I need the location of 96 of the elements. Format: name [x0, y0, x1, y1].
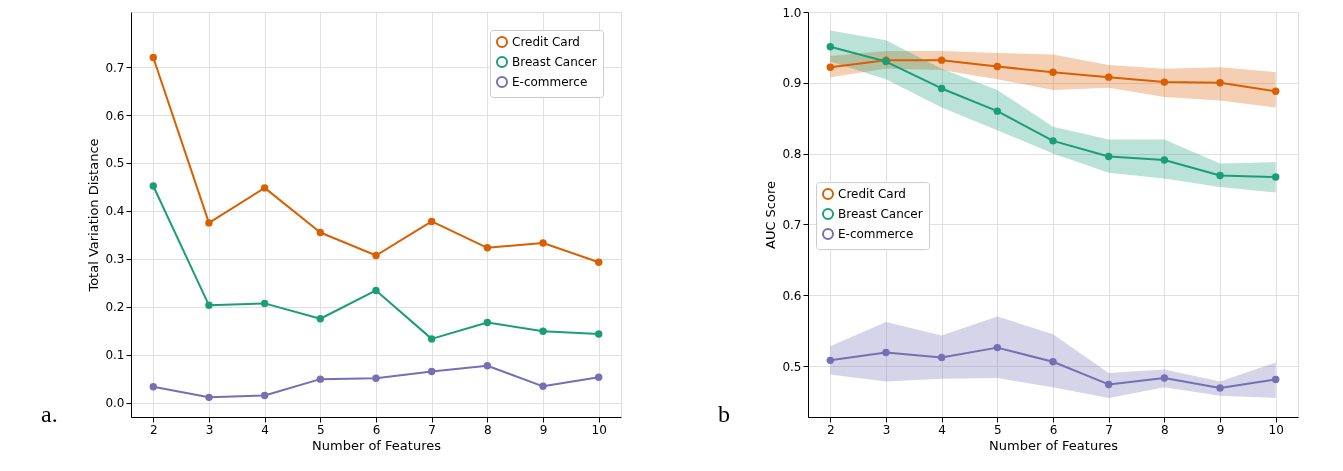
point — [993, 107, 1002, 115]
x-tick-label: 3 — [205, 422, 214, 437]
legend-label: Credit Card — [512, 35, 580, 49]
point — [427, 217, 436, 226]
point — [539, 382, 547, 391]
y-tick-label: 0.8 — [782, 147, 802, 162]
x-tick-label: 6 — [1049, 422, 1058, 437]
point — [993, 343, 1002, 352]
y-axis-title: Total Variation Distance — [86, 138, 102, 293]
point — [372, 286, 380, 295]
point — [260, 184, 269, 192]
y-tick-label: 0.5 — [782, 359, 802, 374]
point — [149, 182, 157, 190]
point — [1272, 173, 1280, 181]
x-tick-label: 5 — [317, 422, 325, 437]
y-tick-label: 0.6 — [782, 288, 802, 303]
x-tick-label: 3 — [882, 422, 891, 437]
point — [826, 356, 834, 365]
point — [1272, 375, 1280, 384]
point — [595, 330, 603, 338]
y-tick-label: 0.7 — [782, 217, 802, 232]
text: a. — [41, 401, 58, 427]
point — [260, 391, 269, 400]
point — [1216, 171, 1224, 180]
x-tick-label: 7 — [428, 422, 436, 437]
point — [1216, 384, 1224, 392]
point — [595, 258, 603, 266]
point — [372, 374, 380, 382]
point — [427, 367, 436, 376]
x-axis-title: Number of Features — [989, 437, 1119, 453]
point — [1160, 78, 1169, 86]
point — [1272, 87, 1280, 95]
point — [149, 53, 157, 62]
x-tick-label: 10 — [1268, 422, 1284, 437]
x-tick-label: 4 — [938, 422, 946, 437]
y-tick-label: 0.6 — [105, 108, 125, 123]
x-tick-label: 5 — [994, 422, 1002, 437]
x-tick-label: 2 — [826, 422, 835, 437]
point — [316, 315, 325, 323]
point — [427, 335, 436, 343]
point — [1160, 374, 1169, 382]
point — [316, 375, 325, 383]
x-tick-label: 8 — [1161, 422, 1169, 437]
y-tick-label: 0.2 — [105, 300, 125, 315]
point — [1049, 137, 1057, 145]
legend-label: E-commerce — [838, 227, 914, 242]
point — [1049, 68, 1057, 76]
point — [1216, 79, 1224, 87]
point — [539, 239, 547, 247]
text: b — [718, 401, 730, 427]
point — [260, 299, 269, 308]
point — [483, 362, 492, 370]
y-tick-label: 1.0 — [782, 5, 802, 20]
point — [937, 84, 946, 93]
point — [993, 62, 1002, 71]
point — [1104, 380, 1113, 389]
y-tick-label: 0.3 — [105, 252, 125, 267]
point — [826, 63, 834, 71]
legend-label: Breast Cancer — [512, 55, 597, 69]
x-tick-label: 10 — [591, 422, 607, 437]
legend-label: Credit Card — [838, 187, 906, 202]
point — [937, 56, 946, 64]
point — [1049, 358, 1057, 366]
y-tick-label: 0.0 — [105, 396, 125, 411]
point — [205, 393, 213, 402]
point — [1104, 152, 1113, 161]
point — [937, 353, 946, 362]
x-tick-label: 8 — [484, 422, 492, 437]
point — [205, 301, 213, 310]
legend-label: Breast Cancer — [838, 207, 923, 222]
point — [1160, 156, 1169, 164]
y-tick-label: 0.1 — [105, 348, 125, 363]
x-tick-label: 9 — [1216, 422, 1225, 437]
point — [539, 327, 547, 335]
legend-label: E-commerce — [512, 75, 588, 89]
y-tick-label: 0.4 — [105, 204, 125, 219]
x-tick-label: 6 — [372, 422, 381, 437]
point — [205, 219, 213, 227]
point — [826, 42, 834, 51]
x-tick-label: 9 — [539, 422, 548, 437]
point — [595, 373, 603, 381]
point — [483, 318, 492, 327]
y-tick-label: 0.9 — [782, 76, 802, 91]
point — [372, 251, 380, 260]
x-tick-label: 7 — [1105, 422, 1113, 437]
y-tick-label: 0.7 — [105, 60, 125, 75]
x-tick-label: 2 — [149, 422, 158, 437]
point — [882, 348, 890, 357]
point — [316, 228, 325, 237]
y-tick-label: 0.5 — [105, 156, 125, 171]
point — [483, 244, 492, 252]
x-axis-title: Number of Features — [312, 437, 442, 453]
y-axis-title: AUC Score — [763, 180, 779, 250]
x-tick-label: 4 — [261, 422, 269, 437]
point — [1104, 73, 1113, 81]
point — [149, 383, 157, 391]
